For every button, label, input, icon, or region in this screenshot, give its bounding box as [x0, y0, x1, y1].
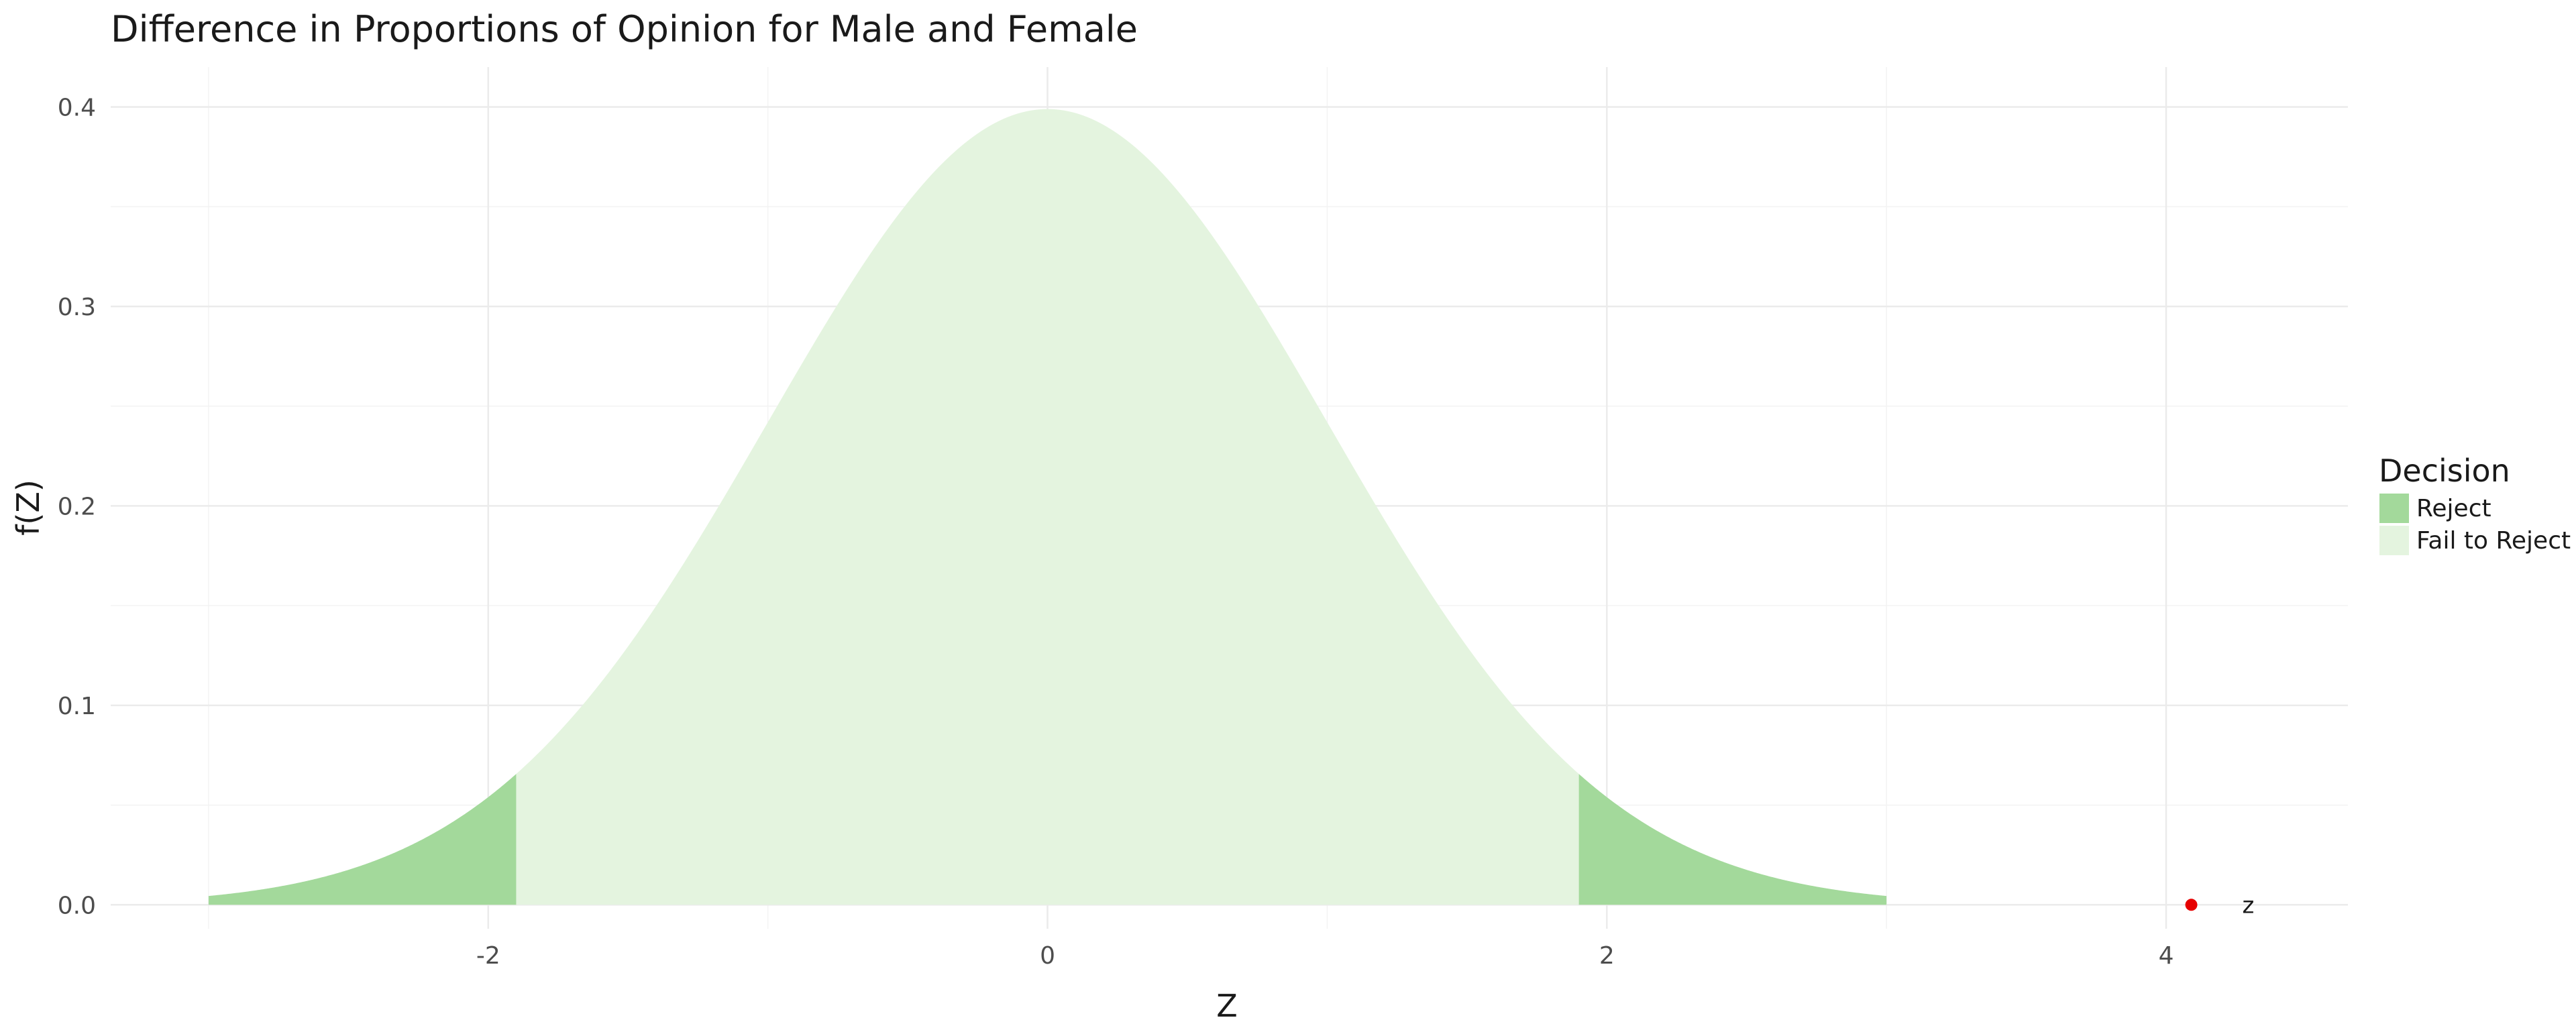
chart-title: Difference in Proportions of Opinion for…: [111, 8, 1138, 50]
legend: Decision Reject Fail to Reject: [2379, 453, 2571, 555]
z-statistic-label: z: [2243, 892, 2255, 919]
legend-key-fail-to-reject: [2379, 526, 2409, 555]
x-axis-ticks: -2 0 2 4: [476, 942, 2174, 970]
density-areas: [208, 109, 1887, 905]
test-statistic-points: z: [2185, 892, 2255, 919]
x-tick-label: -2: [476, 942, 500, 970]
y-tick-label: 0.0: [58, 892, 96, 919]
x-tick-label: 4: [2159, 942, 2174, 970]
x-axis-title: Z: [1216, 988, 1238, 1024]
legend-title: Decision: [2379, 453, 2510, 489]
legend-label: Fail to Reject: [2416, 527, 2571, 555]
z-statistic-point: [2185, 899, 2198, 911]
x-tick-label: 2: [1599, 942, 1615, 970]
region-reject-2: [1578, 774, 1887, 905]
region-fail-to-reject-1: [516, 109, 1579, 905]
legend-entries: Reject Fail to Reject: [2379, 494, 2571, 555]
legend-key-reject: [2379, 494, 2409, 523]
y-tick-label: 0.1: [58, 693, 96, 720]
y-tick-label: 0.4: [58, 94, 96, 121]
legend-label: Reject: [2416, 495, 2491, 522]
y-axis-ticks: 0.0 0.1 0.2 0.3 0.4: [58, 94, 96, 919]
y-axis-title: f(Z): [10, 479, 46, 536]
region-reject-0: [208, 774, 517, 905]
y-tick-label: 0.2: [58, 493, 96, 520]
y-tick-label: 0.3: [58, 294, 96, 321]
x-tick-label: 0: [1040, 942, 1055, 970]
